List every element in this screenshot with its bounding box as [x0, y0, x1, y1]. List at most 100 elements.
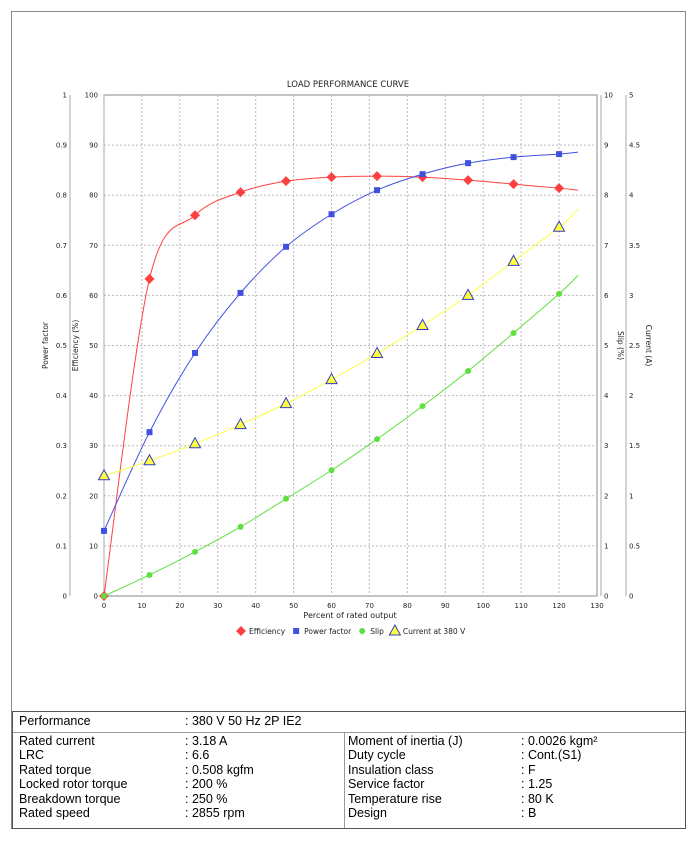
power-factor-point — [101, 527, 107, 534]
y-tick-label: 70 — [89, 242, 98, 250]
y-tick-label: 2 — [629, 392, 633, 400]
spec-value: : 1.25 — [521, 777, 553, 792]
efficiency-point — [236, 626, 246, 636]
x-tick-label: 100 — [477, 602, 490, 610]
legend-label: Current at 380 V — [403, 627, 466, 636]
y-tick-label: 30 — [89, 442, 98, 450]
power-factor-point — [192, 350, 199, 357]
x-tick-label: 70 — [365, 602, 374, 610]
slip-point — [101, 593, 107, 599]
spec-value: : Cont.(S1) — [521, 748, 582, 763]
current-point — [416, 318, 429, 330]
slip-point — [237, 523, 244, 530]
y-axis-title: Current (A) — [644, 325, 653, 367]
efficiency-point — [372, 171, 383, 182]
efficiency-point — [281, 176, 292, 187]
y-tick-label: 3.5 — [629, 242, 640, 250]
x-tick-label: 40 — [251, 602, 260, 610]
current-point — [188, 436, 202, 449]
x-tick-label: 110 — [514, 602, 527, 610]
spec-value: : 200 % — [185, 777, 228, 792]
load-performance-chart: LOAD PERFORMANCE CURVE Percent of rated … — [41, 80, 653, 636]
y-tick-label: 5 — [604, 342, 608, 350]
current-point — [97, 468, 111, 481]
chart-title: LOAD PERFORMANCE CURVE — [287, 80, 409, 90]
performance-row: Performance : 380 V 50 Hz 2P IE2 — [13, 712, 685, 733]
spec-value: : 0.0026 kgm² — [521, 734, 598, 748]
spec-label: Temperature rise — [348, 791, 442, 806]
current-point — [279, 396, 293, 409]
y-tick-label: 0.1 — [56, 542, 67, 550]
y-tick-label: 6 — [604, 292, 609, 300]
slip-point — [556, 290, 563, 297]
x-tick-label: 60 — [327, 602, 336, 610]
y-tick-label: 100 — [85, 92, 98, 100]
spec-label: Design — [348, 806, 387, 820]
spec-value: : 3.18 A — [185, 734, 228, 748]
spec-value: : 250 % — [185, 791, 228, 806]
y-axis-title: Slip (%) — [616, 331, 625, 360]
y-tick-label: 40 — [89, 392, 98, 400]
y-tick-label: 2 — [604, 492, 608, 500]
power-factor-point — [419, 171, 426, 178]
column-divider — [344, 732, 345, 828]
x-tick-label: 20 — [175, 602, 184, 610]
efficiency-point — [190, 210, 201, 221]
x-tick-label: 130 — [590, 602, 603, 610]
x-tick-label: 90 — [441, 602, 450, 610]
y-tick-label: 10 — [89, 542, 98, 550]
y-tick-label: 0.4 — [56, 392, 68, 400]
current-point — [234, 417, 247, 430]
series-line — [103, 275, 579, 597]
y-tick-label: 1 — [63, 92, 67, 100]
plot-area — [103, 94, 598, 597]
power-factor-point — [328, 211, 335, 218]
y-tick-label: 0.5 — [56, 342, 67, 350]
slip-point — [465, 368, 472, 375]
slip-point — [192, 548, 199, 555]
y-tick-label: 0.6 — [56, 292, 68, 300]
spec-value: : F — [521, 762, 536, 777]
y-tick-label: 1 — [629, 492, 633, 500]
efficiency-point — [463, 175, 474, 186]
spec-value: : 6.6 — [185, 748, 210, 763]
power-factor-point — [293, 628, 300, 634]
legend-label: Power factor — [304, 627, 352, 636]
spec-label: Breakdown torque — [19, 791, 121, 806]
current-point — [388, 623, 402, 636]
spec-label: LRC — [19, 748, 45, 763]
spec-label: Locked rotor torque — [19, 777, 128, 792]
slip-point — [419, 403, 426, 410]
y-axis-title: Power factor — [41, 321, 50, 369]
slip-point — [510, 329, 517, 336]
y-tick-label: 90 — [89, 142, 98, 150]
power-factor-point — [465, 160, 472, 167]
efficiency-point — [508, 179, 519, 190]
y-tick-label: 9 — [604, 142, 608, 150]
y-tick-label: 0.2 — [56, 492, 67, 500]
performance-label: Performance — [19, 714, 91, 728]
power-factor-point — [374, 187, 381, 194]
power-factor-point — [510, 154, 517, 161]
spec-value: : 80 K — [521, 791, 554, 806]
spec-label: Service factor — [348, 777, 425, 792]
y-tick-label: 8 — [604, 192, 608, 200]
slip-point — [374, 436, 381, 443]
x-tick-label: 0 — [102, 602, 106, 610]
slip-point — [359, 628, 366, 634]
y-tick-label: 4 — [629, 192, 634, 200]
x-tick-label: 80 — [403, 602, 412, 610]
efficiency-point — [326, 172, 337, 183]
y-tick-label: 0.9 — [56, 142, 67, 150]
performance-value: : 380 V 50 Hz 2P IE2 — [185, 714, 302, 728]
y-tick-label: 0 — [604, 593, 608, 601]
efficiency-point — [554, 183, 565, 194]
power-factor-point — [556, 151, 563, 158]
y-tick-label: 3 — [604, 442, 608, 450]
y-tick-label: 80 — [89, 192, 98, 200]
current-point — [370, 346, 384, 359]
current-point — [325, 372, 338, 385]
y-tick-label: 0 — [63, 593, 67, 601]
specs-table: Performance : 380 V 50 Hz 2P IE2 Rated c… — [12, 711, 686, 829]
current-point — [461, 288, 475, 300]
